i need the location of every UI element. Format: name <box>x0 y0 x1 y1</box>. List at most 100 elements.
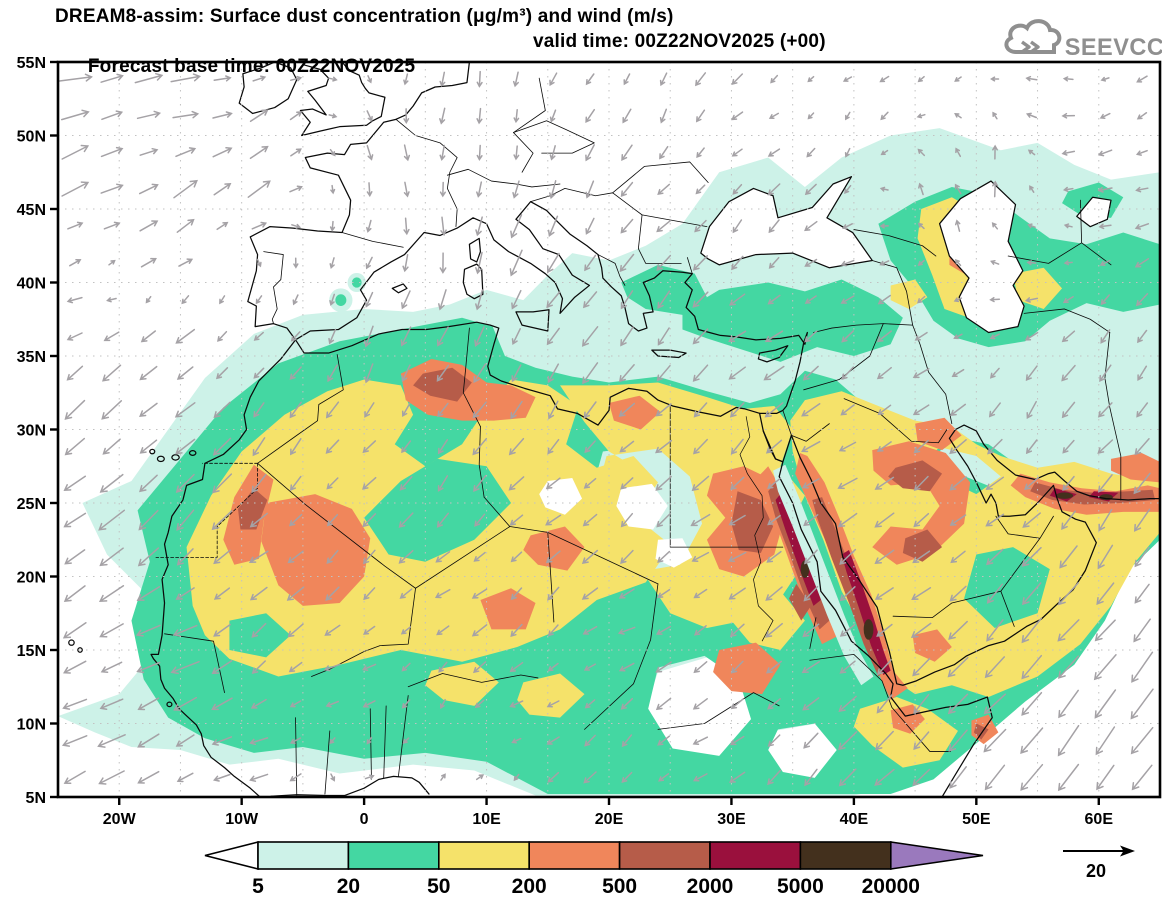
wind-arrow <box>954 76 962 82</box>
wind-arrow <box>877 659 892 676</box>
wind-arrow <box>801 403 821 417</box>
wind-arrow <box>1131 651 1154 683</box>
wind-arrow <box>211 659 233 675</box>
wind-arrow <box>989 367 1000 379</box>
coastlines-shape <box>516 310 549 331</box>
wind-arrow <box>954 183 962 195</box>
wind-arrow <box>838 695 857 713</box>
wind-arrow <box>657 290 671 310</box>
wind-arrow <box>401 364 411 383</box>
wind-arrow <box>62 622 87 639</box>
wind-arrow <box>329 737 336 745</box>
wind-arrow <box>1058 689 1079 719</box>
dust-layer-500-2000-shape <box>902 529 943 562</box>
wind-arrow <box>918 182 924 196</box>
colorbar-above-arrow <box>889 841 984 870</box>
wind-arrow <box>765 586 783 601</box>
wind-arrow <box>949 514 967 526</box>
wind-arrow <box>767 294 781 305</box>
wind-arrow <box>621 771 633 783</box>
dust-layer-200-500-shape <box>523 526 585 571</box>
lat-tick-label: 35N <box>17 349 46 366</box>
wind-arrow <box>693 661 708 674</box>
wind-arrow <box>1100 76 1110 82</box>
water-overlays-shape <box>700 176 873 268</box>
wind-arrow <box>289 401 302 419</box>
wind-arrow <box>985 513 1005 527</box>
dust-layer-50-200-shape <box>1013 267 1063 309</box>
country-borders-shape <box>1105 332 1121 500</box>
wind-arrow <box>61 144 90 160</box>
wind-arrow <box>1025 365 1038 382</box>
wind-arrow <box>1133 618 1151 643</box>
wind-arrow <box>727 551 747 563</box>
wind-arrow <box>473 363 487 384</box>
wind-arrow <box>1062 295 1074 304</box>
wind-arrow <box>912 550 931 564</box>
wind-arrow <box>692 698 708 710</box>
wind-arrow <box>510 623 523 638</box>
wind-arrow <box>804 330 818 343</box>
wind-arrow <box>290 438 302 456</box>
wind-arrow <box>1024 476 1040 491</box>
wind-reference-arrowhead <box>1120 845 1135 857</box>
lat-tick-label: 55N <box>17 55 46 72</box>
wind-arrow <box>916 113 926 119</box>
coastlines-shape <box>1077 197 1111 226</box>
wind-arrow <box>1097 402 1113 418</box>
wind-arrow <box>657 735 671 746</box>
lon-tick-label: 60E <box>1085 811 1114 828</box>
colorbar-below-arrow <box>204 840 259 871</box>
colorbar: 5 20 50 200 500 2000 5000 20000 <box>204 840 984 898</box>
wind-arrow <box>874 549 895 565</box>
cloud-chevron-icon <box>1021 40 1040 54</box>
wind-arrow <box>620 512 634 528</box>
wind-arrow <box>145 295 152 304</box>
wind-arrow <box>876 366 892 380</box>
wind-arrow <box>954 219 961 232</box>
wind-arrow <box>402 737 410 744</box>
wind-arrow <box>139 365 158 381</box>
wind-arrow <box>985 476 1005 491</box>
wind-arrow <box>659 108 668 124</box>
wind-arrow <box>1025 439 1038 455</box>
colorbar-tick-label: 5000 <box>777 875 824 898</box>
wind-arrow <box>439 698 446 710</box>
country-borders-shape <box>165 634 225 693</box>
wind-arrow <box>874 768 895 786</box>
country-borders-shape <box>1024 309 1110 333</box>
wind-arrow <box>1061 510 1076 530</box>
wind-arrow <box>1024 331 1039 341</box>
country-borders-shape <box>342 233 403 248</box>
wind-arrow <box>330 773 336 782</box>
wind-arrow <box>1020 727 1044 754</box>
wind-arrow <box>66 332 83 341</box>
wind-arrow <box>547 586 560 601</box>
wind-arrow <box>877 294 892 305</box>
wind-arrow <box>99 473 124 493</box>
wind-arrow <box>137 697 160 711</box>
wind-arrow <box>98 585 125 603</box>
wind-arrow <box>508 476 525 491</box>
country-borders-shape <box>296 718 330 796</box>
country-borders-shape <box>548 532 554 622</box>
wind-arrow <box>953 333 963 340</box>
wind-arrow <box>730 698 744 710</box>
wind-arrow <box>509 249 523 277</box>
lat-tick-label: 15N <box>17 643 46 660</box>
lat-tick-label: 30N <box>17 423 46 440</box>
wind-arrow <box>1093 654 1117 681</box>
wind-arrow <box>732 183 743 195</box>
wind-arrow <box>253 367 265 379</box>
wind-arrow <box>1094 689 1117 719</box>
wind-arrow <box>839 660 856 674</box>
wind-arrow <box>545 514 562 526</box>
wind-arrow <box>764 330 784 343</box>
wind-arrow <box>1099 112 1111 119</box>
wind-arrow <box>367 75 373 84</box>
wind-arrow <box>879 260 890 266</box>
wind-arrow <box>880 149 889 156</box>
wind-arrow <box>839 548 857 565</box>
wind-arrow <box>581 326 599 347</box>
wind-arrow <box>173 179 198 199</box>
